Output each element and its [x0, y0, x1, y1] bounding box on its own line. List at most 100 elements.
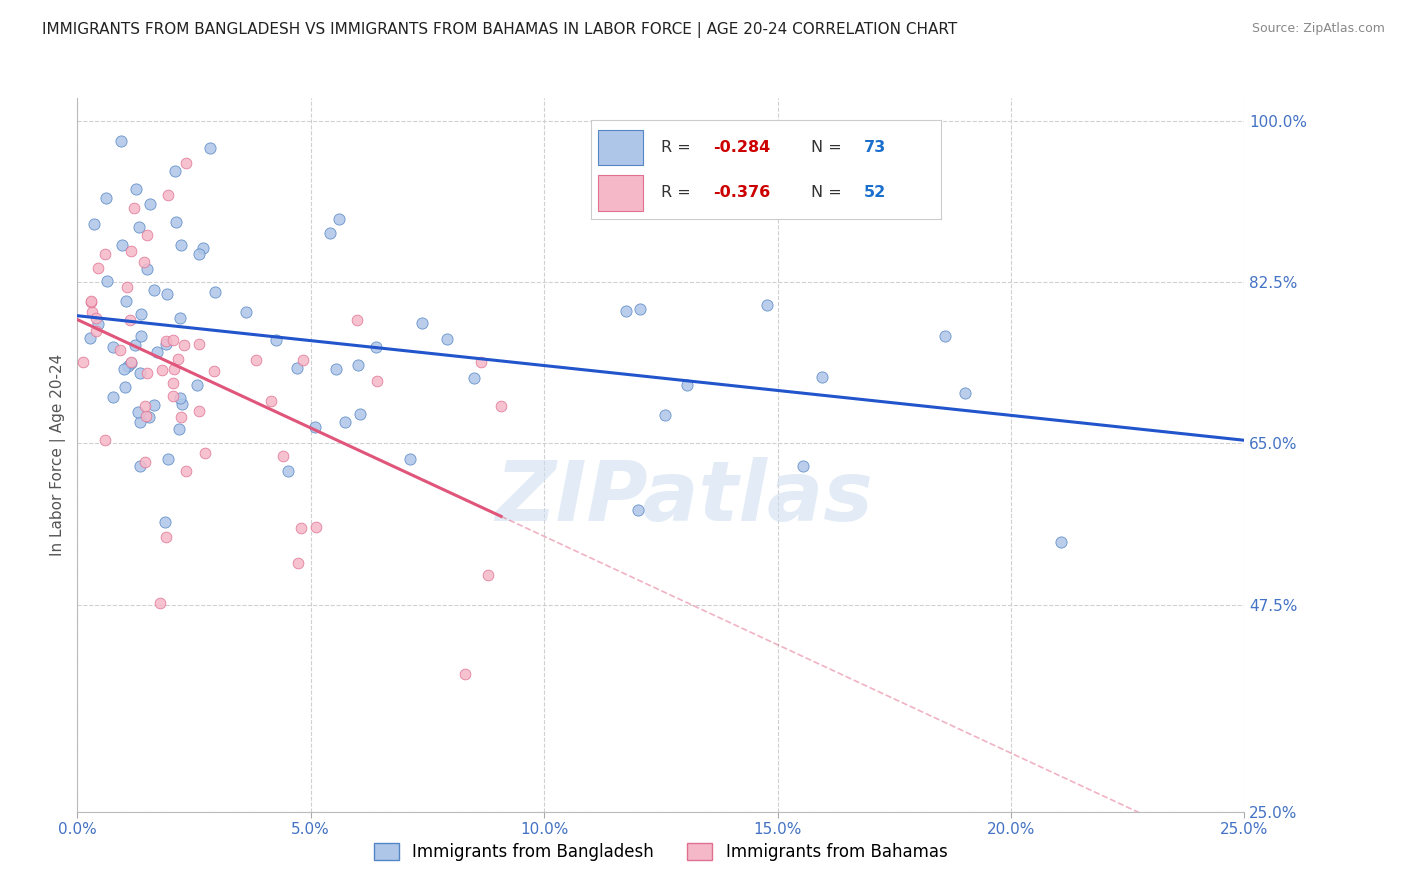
- Point: [155, 530, 177, 544]
- Point: [155, 334, 177, 349]
- Point: [162, 334, 184, 348]
- Point: [489, 400, 512, 414]
- Point: [156, 451, 179, 466]
- Point: [463, 371, 485, 385]
- Point: [628, 301, 651, 316]
- Point: [84, 324, 107, 338]
- Point: [260, 393, 283, 408]
- Point: [145, 344, 167, 359]
- Point: [72, 354, 94, 368]
- Legend: Immigrants from Bangladesh, Immigrants from Bahamas: Immigrants from Bangladesh, Immigrants f…: [367, 836, 955, 868]
- Text: Source: ZipAtlas.com: Source: ZipAtlas.com: [1251, 22, 1385, 36]
- Point: [114, 380, 136, 394]
- Point: [170, 237, 193, 252]
- Point: [165, 214, 187, 228]
- Point: [627, 503, 650, 517]
- Point: [235, 304, 257, 318]
- Point: [170, 396, 193, 410]
- Point: [167, 352, 190, 367]
- Point: [271, 450, 294, 464]
- Text: ZIPatlas: ZIPatlas: [495, 458, 873, 538]
- Point: [128, 415, 150, 429]
- Point: [162, 376, 184, 391]
- Point: [129, 459, 152, 474]
- Point: [142, 398, 165, 412]
- Point: [245, 352, 267, 367]
- Point: [86, 318, 108, 332]
- Text: -0.376: -0.376: [713, 185, 770, 200]
- Point: [934, 328, 956, 343]
- Point: [163, 163, 186, 178]
- Point: [153, 515, 176, 529]
- Point: [333, 415, 356, 429]
- Point: [411, 317, 433, 331]
- Point: [304, 420, 326, 434]
- Point: [143, 284, 166, 298]
- Point: [169, 311, 191, 326]
- Point: [136, 261, 159, 276]
- Point: [131, 328, 153, 343]
- Point: [79, 331, 101, 345]
- Text: IMMIGRANTS FROM BANGLADESH VS IMMIGRANTS FROM BAHAMAS IN LABOR FORCE | AGE 20-24: IMMIGRANTS FROM BANGLADESH VS IMMIGRANTS…: [42, 22, 957, 38]
- Point: [111, 237, 134, 252]
- Point: [155, 337, 177, 351]
- Point: [115, 280, 138, 294]
- Point: [120, 355, 142, 369]
- Point: [108, 343, 131, 357]
- Point: [136, 227, 159, 242]
- Point: [117, 359, 139, 373]
- Point: [170, 409, 193, 424]
- Point: [1050, 535, 1073, 549]
- Point: [86, 311, 108, 326]
- Point: [174, 464, 197, 478]
- FancyBboxPatch shape: [598, 129, 644, 166]
- FancyBboxPatch shape: [598, 176, 644, 211]
- Point: [191, 241, 214, 255]
- Point: [83, 217, 105, 231]
- Point: [80, 294, 103, 309]
- Point: [134, 399, 156, 413]
- Point: [149, 596, 172, 610]
- Point: [399, 452, 422, 467]
- Point: [118, 313, 141, 327]
- Point: [128, 219, 150, 234]
- Point: [305, 520, 328, 534]
- Point: [94, 433, 117, 447]
- Point: [80, 305, 103, 319]
- Point: [188, 247, 211, 261]
- Point: [80, 293, 103, 308]
- Point: [120, 244, 142, 258]
- Text: N =: N =: [811, 185, 848, 200]
- Point: [138, 409, 160, 424]
- Point: [194, 446, 217, 460]
- Point: [285, 360, 308, 375]
- Point: [112, 361, 135, 376]
- Y-axis label: In Labor Force | Age 20-24: In Labor Force | Age 20-24: [51, 354, 66, 556]
- Point: [453, 667, 475, 681]
- Text: R =: R =: [661, 185, 696, 200]
- Point: [292, 353, 315, 368]
- Point: [96, 274, 118, 288]
- Text: 73: 73: [863, 140, 886, 155]
- Point: [127, 405, 149, 419]
- Point: [290, 521, 312, 535]
- Point: [129, 308, 152, 322]
- Point: [603, 172, 626, 186]
- Point: [792, 458, 814, 473]
- Point: [366, 339, 388, 353]
- Point: [156, 187, 179, 202]
- Point: [366, 374, 388, 388]
- Point: [202, 364, 225, 378]
- Point: [110, 134, 132, 148]
- Point: [136, 366, 159, 380]
- Point: [319, 226, 342, 240]
- Point: [139, 197, 162, 211]
- Point: [93, 247, 115, 261]
- Point: [198, 140, 221, 154]
- Text: N =: N =: [811, 140, 848, 155]
- Point: [675, 377, 697, 392]
- Point: [277, 464, 299, 478]
- Point: [811, 370, 834, 384]
- Point: [135, 409, 157, 424]
- Point: [132, 255, 155, 269]
